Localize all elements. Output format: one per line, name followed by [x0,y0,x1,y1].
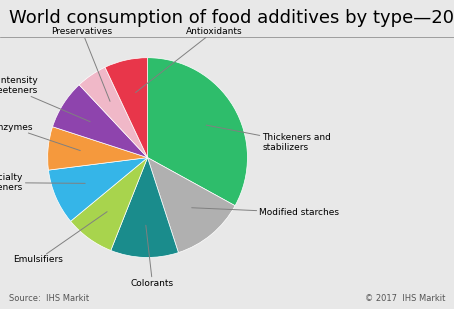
Text: Colorants: Colorants [131,225,174,288]
Text: Enzymes: Enzymes [0,123,80,150]
Text: Thickeners and
stabilizers: Thickeners and stabilizers [206,125,331,152]
Wedge shape [148,158,235,252]
Wedge shape [53,85,148,158]
Wedge shape [49,158,148,221]
Text: Other specialty
sweeteners: Other specialty sweeteners [0,173,85,192]
Wedge shape [79,67,148,158]
Text: Modified starches: Modified starches [192,208,340,217]
Text: Preservatives: Preservatives [51,27,113,101]
Wedge shape [111,158,178,257]
Text: Antioxidants: Antioxidants [136,27,242,92]
Wedge shape [70,158,148,251]
Text: © 2017  IHS Markit: © 2017 IHS Markit [365,294,445,303]
Text: High-intensity
sweeteners: High-intensity sweeteners [0,76,90,122]
Wedge shape [148,58,247,206]
Wedge shape [48,127,148,170]
Wedge shape [105,58,148,158]
Text: Emulsifiers: Emulsifiers [13,212,107,265]
Text: Source:  IHS Markit: Source: IHS Markit [9,294,89,303]
Text: World consumption of food additives by type—2016: World consumption of food additives by t… [9,9,454,27]
